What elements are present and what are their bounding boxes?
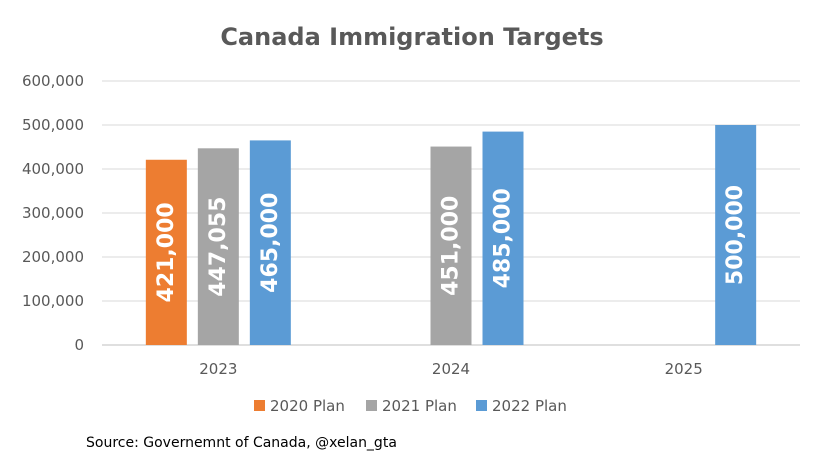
bar-data-label: 500,000 [723,185,748,285]
bar-data-label: 421,000 [154,202,179,302]
bar-data-label: 465,000 [258,193,283,293]
y-tick-label: 600,000 [22,72,84,90]
x-tick-label: 2023 [199,360,237,378]
y-tick-label: 300,000 [22,204,84,222]
bar-data-label: 485,000 [491,188,516,288]
y-tick-label: 0 [74,336,84,354]
x-tick-label: 2024 [432,360,470,378]
y-axis: 0 100,000 200,000 300,000 400,000 500,000 600,… [22,72,84,354]
legend-label: 2022 Plan [492,397,567,415]
y-tick-label: 500,000 [22,116,84,134]
chart-title: Canada Immigration Targets [220,23,603,51]
bar-data-label: 447,055 [206,197,231,297]
y-tick-label: 200,000 [22,248,84,266]
bar-2021-plan [197,148,239,345]
legend-swatch [366,400,377,411]
legend-label: 2020 Plan [270,397,345,415]
legend-label: 2021 Plan [382,397,457,415]
bar-2021-plan [430,146,472,345]
legend-swatch [476,400,487,411]
legend-swatch [254,400,265,411]
legend: 2020 Plan 2021 Plan 2022 Plan [254,397,567,415]
x-tick-label: 2025 [665,360,703,378]
y-tick-label: 100,000 [22,292,84,310]
bars: 421,000 447,055 465,000 451,000 485,000 500,0… [145,125,757,345]
bar-2020-plan [145,159,187,345]
source-note: Source: Governemnt of Canada, @xelan_gta [86,435,397,451]
y-tick-label: 400,000 [22,160,84,178]
bar-2022-plan [249,140,291,345]
x-axis: 2023 2024 2025 [199,360,703,378]
bar-data-label: 451,000 [439,196,464,296]
bar-2022-plan [715,125,757,345]
bar-2022-plan [482,131,524,345]
